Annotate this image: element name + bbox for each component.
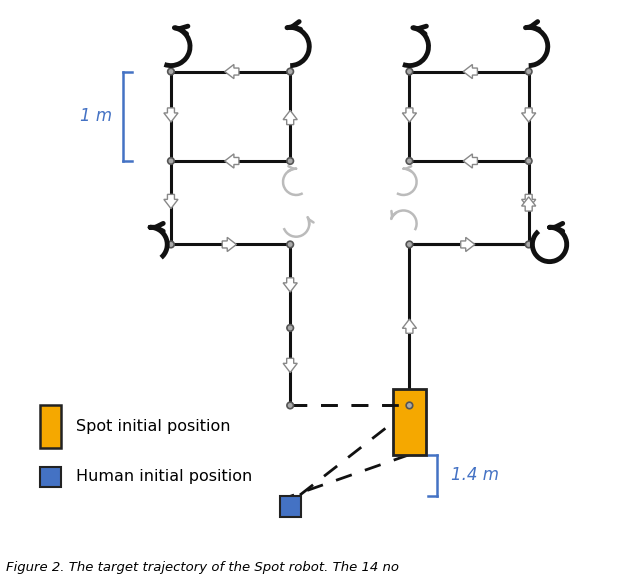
Bar (40, 405, 61, 448)
Circle shape (287, 402, 294, 409)
FancyArrow shape (461, 237, 475, 252)
Circle shape (525, 158, 532, 164)
Circle shape (287, 68, 294, 75)
FancyArrow shape (463, 65, 477, 78)
Text: Spot initial position: Spot initial position (76, 419, 230, 434)
Circle shape (287, 158, 294, 164)
FancyArrow shape (283, 110, 298, 125)
Bar (393, 389, 426, 455)
Circle shape (525, 68, 532, 75)
Bar (40, 467, 61, 488)
Circle shape (406, 241, 413, 248)
FancyArrow shape (403, 319, 417, 334)
Circle shape (287, 241, 294, 248)
FancyArrow shape (522, 108, 536, 122)
Circle shape (406, 158, 413, 164)
FancyArrow shape (283, 358, 298, 373)
FancyArrow shape (522, 194, 536, 208)
Text: 1.4 m: 1.4 m (451, 466, 499, 485)
Circle shape (525, 241, 532, 248)
Circle shape (406, 402, 413, 409)
FancyArrow shape (222, 237, 236, 252)
FancyArrow shape (283, 278, 298, 292)
FancyArrow shape (522, 197, 536, 211)
Circle shape (168, 68, 174, 75)
Text: Figure 2. The target trajectory of the Spot robot. The 14 no: Figure 2. The target trajectory of the S… (6, 561, 399, 574)
FancyArrow shape (225, 154, 239, 168)
Circle shape (168, 241, 174, 248)
FancyArrow shape (164, 108, 178, 122)
FancyArrow shape (225, 65, 239, 78)
Circle shape (406, 68, 413, 75)
FancyArrow shape (164, 194, 178, 208)
Text: Human initial position: Human initial position (76, 470, 252, 485)
FancyArrow shape (403, 108, 417, 122)
Circle shape (287, 325, 294, 331)
Bar (280, 496, 301, 517)
Text: 1 m: 1 m (81, 107, 113, 125)
FancyArrow shape (463, 154, 477, 168)
Circle shape (168, 158, 174, 164)
